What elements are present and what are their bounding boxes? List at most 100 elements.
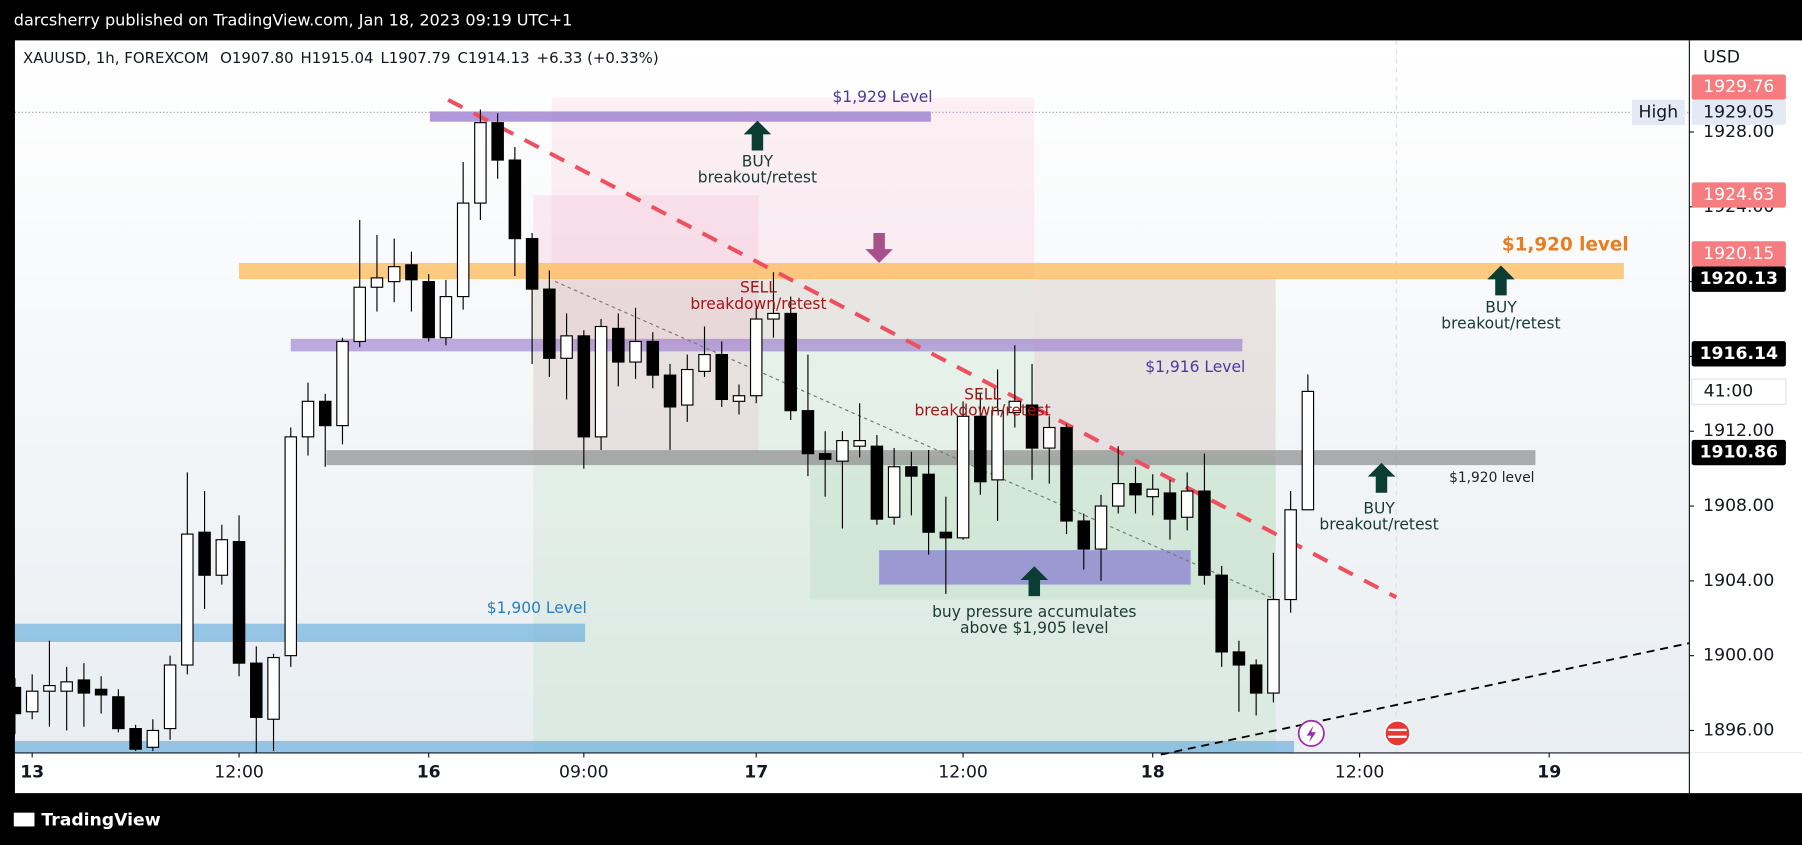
annotation: breakdown/retest — [914, 402, 1050, 420]
candle-body — [146, 729, 160, 748]
candle-body — [1180, 490, 1194, 518]
annotation: SELL — [964, 386, 1001, 404]
annotation: above $1,905 level — [960, 619, 1108, 637]
candle-body — [887, 466, 901, 518]
candle-body — [405, 264, 418, 281]
candle-body — [1060, 426, 1073, 522]
candle-body — [663, 374, 677, 408]
flag-icon[interactable] — [1383, 719, 1411, 747]
zone — [533, 195, 759, 451]
candle-body — [112, 696, 125, 730]
candle-body — [370, 277, 384, 288]
zone — [326, 450, 1536, 466]
candle-body — [1284, 509, 1297, 601]
candle-body — [60, 681, 73, 692]
high-label: High — [1639, 102, 1679, 122]
candle-body — [301, 400, 315, 438]
candle-body — [1043, 426, 1056, 449]
candle-body — [215, 539, 229, 576]
annotation: breakout/retest — [698, 169, 817, 187]
candle-body — [922, 473, 935, 533]
candle-body — [491, 122, 504, 161]
x-tick-label: 17 — [744, 762, 768, 782]
candle-body — [594, 325, 608, 438]
annotation: BUY — [742, 152, 774, 170]
zone — [551, 97, 1035, 345]
arrow — [743, 120, 772, 151]
zone — [239, 262, 1624, 280]
zone — [429, 111, 931, 122]
candle-body — [853, 440, 866, 447]
candle-body — [560, 335, 573, 359]
countdown-box — [1691, 378, 1787, 405]
brand: TradingView — [41, 811, 160, 831]
x-tick-label: 12:00 — [938, 762, 988, 782]
price-tag-label: 1910.86 — [1700, 443, 1778, 463]
candle-body — [1232, 651, 1246, 666]
candle-body — [698, 353, 711, 372]
price-tags: 1929.76 1929.05 1924.63 1920.15 1920.13 1916.… — [1691, 74, 1787, 466]
x-tick-label: 09:00 — [559, 762, 609, 782]
candle-body — [456, 202, 470, 298]
zone — [1034, 277, 1276, 451]
candle-body — [1198, 490, 1211, 576]
candle-body — [284, 436, 298, 657]
candle-body — [732, 395, 746, 402]
annotation: $1,929 Level — [833, 88, 933, 106]
candle-body — [1301, 390, 1315, 511]
candle-body — [1249, 664, 1263, 694]
legend-item: H1915.04 — [301, 49, 374, 67]
candle-body — [991, 410, 1004, 481]
high-box — [1631, 99, 1685, 126]
candle-body — [250, 662, 263, 718]
x-tick-label: 16 — [417, 762, 441, 782]
price-tag-label: 1920.15 — [1703, 244, 1774, 264]
candle-body — [543, 288, 556, 359]
price-tag — [1691, 341, 1786, 367]
candle-body — [267, 656, 280, 720]
zone — [14, 740, 1295, 753]
candle-body — [1146, 488, 1159, 498]
candle-body — [1163, 492, 1177, 520]
candle-body — [1077, 520, 1091, 550]
legend-item: L1907.79 — [380, 49, 450, 67]
price-tag — [1691, 241, 1786, 267]
x-tick-label: 12:00 — [214, 762, 264, 782]
plot-layer: High 1896.00 1900.00 1904.00 1908.00 1912.00 1… — [8, 88, 1774, 782]
flag-stripe — [1388, 728, 1407, 732]
price-tag — [1691, 439, 1786, 466]
candle-body — [422, 281, 435, 339]
annotation: $1,920 level — [1449, 470, 1534, 486]
candle-body — [198, 531, 211, 576]
annotation: $1,920 level — [1502, 235, 1629, 256]
legend-item: +6.33 (+0.33%) — [537, 49, 659, 67]
candle-body — [1094, 505, 1108, 550]
price-tag — [1691, 266, 1786, 292]
price-tag-label: 1924.63 — [1703, 185, 1774, 205]
candle-body — [336, 340, 349, 427]
candle-body — [577, 335, 591, 438]
trendline — [447, 98, 1398, 600]
legend-item: O1907.80 — [220, 49, 294, 67]
candle-body — [801, 410, 815, 455]
y-tick-label: 1904.00 — [1703, 571, 1774, 591]
candle-body — [163, 664, 177, 730]
price-tag-label: 1916.14 — [1700, 344, 1778, 364]
candle-body — [767, 312, 780, 320]
price-tag-label: 1920.13 — [1700, 269, 1778, 289]
brand-logo — [13, 812, 35, 827]
annotation: breakout/retest — [1319, 515, 1438, 533]
y-tick-label: 1908.00 — [1703, 496, 1774, 516]
candle-body — [25, 690, 39, 713]
candle-body — [1129, 483, 1142, 496]
y-tick-label: 1928.00 — [1703, 122, 1774, 142]
arrow — [1487, 265, 1515, 296]
candle-body — [43, 685, 56, 692]
candle-body — [836, 440, 849, 462]
x-tick-label: 12:00 — [1335, 762, 1385, 782]
candle-body — [681, 368, 694, 406]
candle-body — [974, 415, 987, 483]
flag-stripe — [1388, 735, 1407, 738]
annotation: BUY — [1485, 298, 1517, 316]
arrow — [1367, 462, 1396, 493]
